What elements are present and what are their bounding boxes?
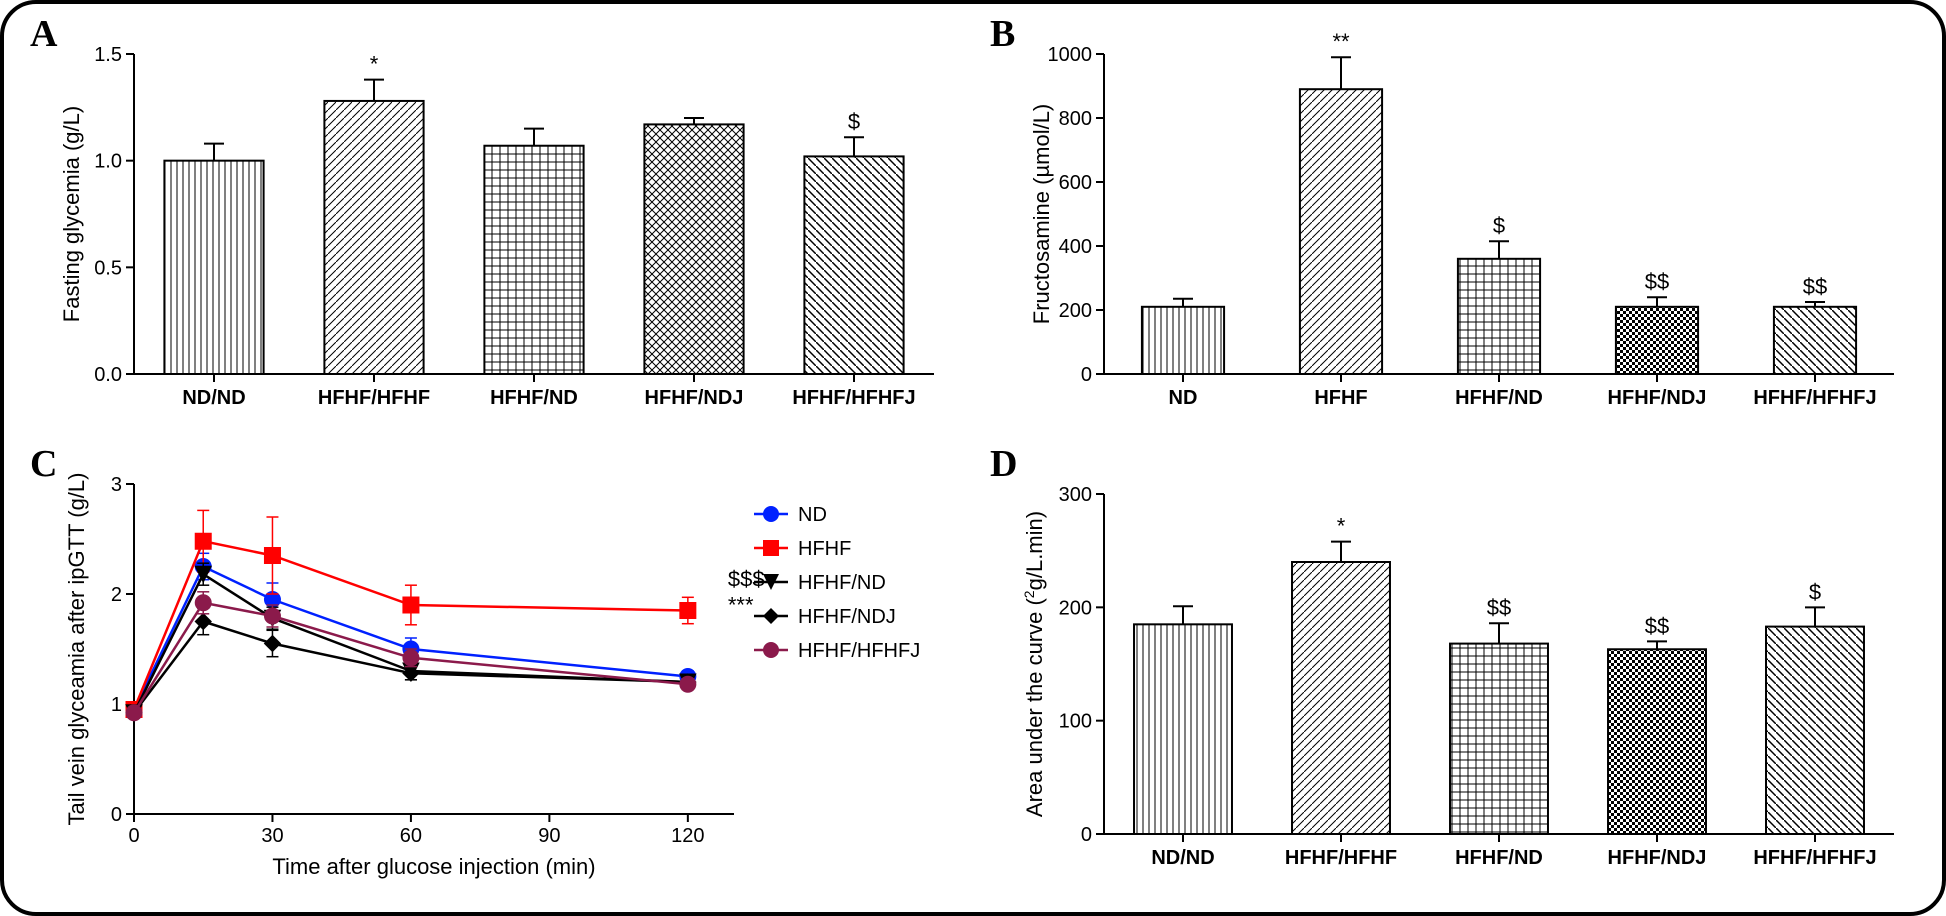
- svg-text:ND/ND: ND/ND: [1151, 847, 1214, 869]
- legend-label: HFHF/NDJ: [798, 606, 896, 628]
- bar: [164, 161, 263, 374]
- svg-text:HFHF/HFHFJ: HFHF/HFHFJ: [1753, 847, 1876, 869]
- svg-text:60: 60: [400, 825, 422, 847]
- x-axis-label: Time after glucose injection (min): [272, 854, 595, 879]
- figure-container: A 0.0 0.5 1.0 1.5 Fasting glycemia (g/L) ND/N…: [0, 0, 1946, 916]
- panel-b: B 0 200 400 600 800 1000 Fructosamine (µmol/L)…: [984, 14, 1924, 434]
- panel-c-chart: 01230306090120Tail vein glyceamia after …: [24, 444, 964, 904]
- ytick-label: 400: [1059, 236, 1092, 258]
- bar: [1300, 89, 1382, 374]
- significance-marker: $: [1493, 213, 1505, 238]
- ytick-label: 1000: [1048, 44, 1093, 66]
- bar: [484, 146, 583, 374]
- svg-text:2: 2: [111, 584, 122, 606]
- category-label: HFHF/HFHFJ: [1753, 387, 1876, 409]
- category-label: ND: [1169, 387, 1198, 409]
- category-label: HFHF/NDJ: [645, 387, 744, 409]
- y-axis-label: Area under the curve (2g/L.min): [1021, 511, 1047, 817]
- ytick-label: 0: [1081, 364, 1092, 386]
- svg-text:$$: $$: [1487, 595, 1511, 620]
- svg-text:300: 300: [1059, 484, 1092, 506]
- significance-marker: $$: [1803, 274, 1827, 299]
- svg-text:30: 30: [261, 825, 283, 847]
- ytick-label: 0.5: [94, 257, 122, 279]
- category-label: HFHF/ND: [490, 387, 578, 409]
- y-axis-label: Fructosamine (µmol/L): [1029, 104, 1054, 325]
- significance-marker: **: [1332, 29, 1350, 54]
- ytick-label: 0.0: [94, 364, 122, 386]
- significance-marker: *: [370, 52, 379, 77]
- svg-text:120: 120: [671, 825, 704, 847]
- category-label: HFHF/ND: [1455, 387, 1543, 409]
- legend-label: HFHF/ND: [798, 572, 886, 594]
- category-label: HFHF/NDJ: [1608, 387, 1707, 409]
- svg-text:0: 0: [1081, 824, 1092, 846]
- panel-a: A 0.0 0.5 1.0 1.5 Fasting glycemia (g/L) ND/N…: [24, 14, 964, 434]
- legend-label: HFHF/HFHFJ: [798, 640, 920, 662]
- svg-text:0: 0: [128, 825, 139, 847]
- bar: [644, 124, 743, 374]
- svg-text:HFHF/ND: HFHF/ND: [1455, 847, 1543, 869]
- svg-text:3: 3: [111, 474, 122, 496]
- panel-d-chart: 0 100 200 300 Area under the curve (2g/L.min…: [984, 444, 1924, 904]
- category-label: HFHF/HFHFJ: [792, 387, 915, 409]
- ytick-label: 200: [1059, 300, 1092, 322]
- ytick-label: 1.5: [94, 44, 122, 66]
- svg-text:1: 1: [111, 694, 122, 716]
- ytick-label: 1.0: [94, 151, 122, 173]
- svg-text:200: 200: [1059, 597, 1092, 619]
- legend-label: ND: [798, 504, 827, 526]
- category-label: HFHF/HFHF: [318, 387, 430, 409]
- ytick-label: 800: [1059, 108, 1092, 130]
- svg-text:90: 90: [538, 825, 560, 847]
- panel-b-label: B: [990, 12, 1015, 56]
- panel-c: C 01230306090120Tail vein glyceamia afte…: [24, 444, 964, 904]
- y-axis-label: Fasting glycemia (g/L): [59, 106, 84, 322]
- panel-d: D 0 100 200 300 Area under the curve (2g/L.m…: [984, 444, 1924, 904]
- svg-text:$$: $$: [1645, 613, 1669, 638]
- significance-marker: $: [848, 109, 860, 134]
- bar: [1458, 259, 1540, 374]
- svg-text:100: 100: [1059, 711, 1092, 733]
- panel-d-label: D: [990, 442, 1017, 486]
- category-label: ND/ND: [182, 387, 245, 409]
- legend: ND HFHF HFHF/ND HFHF/NDJ HFHF/HFHFJ: [754, 504, 920, 662]
- svg-text:0: 0: [111, 804, 122, 826]
- svg-text:*: *: [1337, 514, 1346, 539]
- ytick-label: 600: [1059, 172, 1092, 194]
- y-axis-label: Tail vein glyceamia after ipGTT (g/L): [64, 473, 89, 826]
- bar: [324, 101, 423, 374]
- panel-b-chart: 0 200 400 600 800 1000 Fructosamine (µmol/L) ND…: [984, 14, 1924, 434]
- bar: [1142, 307, 1224, 374]
- svg-text:HFHF/HFHF: HFHF/HFHF: [1285, 847, 1397, 869]
- significance-marker: ***: [728, 593, 754, 618]
- panel-a-chart: 0.0 0.5 1.0 1.5 Fasting glycemia (g/L) ND/ND H…: [24, 14, 964, 434]
- svg-text:$: $: [1809, 579, 1821, 604]
- bar: [1616, 307, 1698, 374]
- significance-marker: $$$: [728, 567, 765, 592]
- svg-text:HFHF/NDJ: HFHF/NDJ: [1608, 847, 1707, 869]
- panel-a-label: A: [30, 12, 57, 56]
- significance-marker: $$: [1645, 269, 1669, 294]
- bar: [1774, 307, 1856, 374]
- legend-label: HFHF: [798, 538, 851, 560]
- panel-c-label: C: [30, 442, 57, 486]
- category-label: HFHF: [1314, 387, 1367, 409]
- bar: [804, 156, 903, 374]
